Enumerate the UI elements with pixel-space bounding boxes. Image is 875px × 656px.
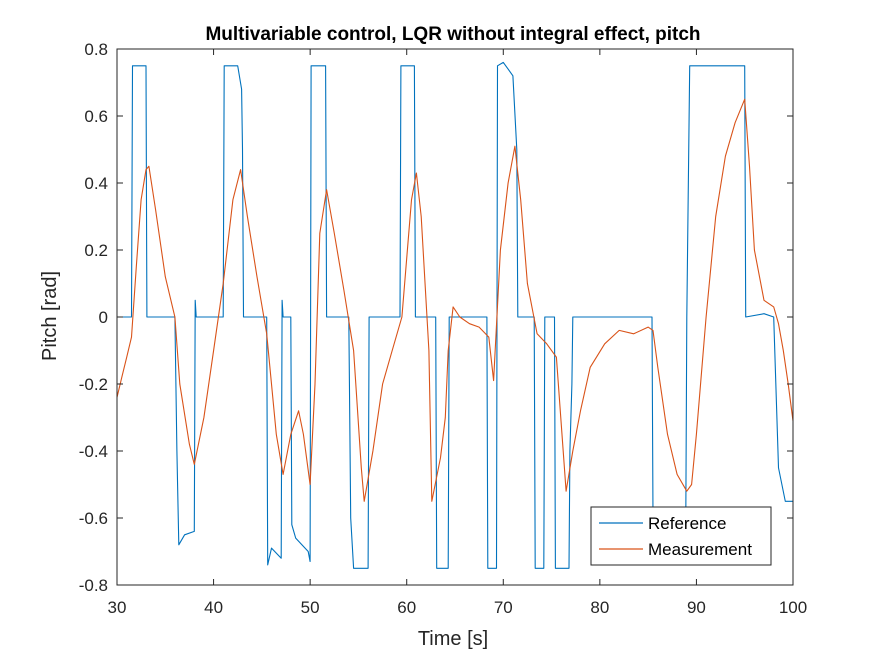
- y-tick-label: 0.2: [84, 241, 108, 260]
- y-tick-label: -0.4: [79, 442, 108, 461]
- series-line-measurement: [116, 98, 794, 502]
- legend-label-measurement: Measurement: [648, 540, 752, 559]
- x-tick-label: 100: [779, 598, 807, 617]
- y-tick-label: 0.8: [84, 40, 108, 59]
- x-tick-label: 30: [108, 598, 127, 617]
- y-tick-label: -0.2: [79, 375, 108, 394]
- legend: Reference Measurement: [590, 506, 772, 566]
- y-tick-label: 0.4: [84, 174, 108, 193]
- y-tick-label: -0.6: [79, 509, 108, 528]
- axes-layer: 30 40 50 60 70 80 90 100 -0.8 -0.6 -0.4 -0.2 0 0.2 0.4…: [79, 40, 807, 617]
- x-tick-label: 70: [494, 598, 513, 617]
- y-tick-label: 0.6: [84, 107, 108, 126]
- legend-label-reference: Reference: [648, 514, 726, 533]
- x-tick-label: 50: [301, 598, 320, 617]
- y-tick-label: 0: [99, 308, 108, 327]
- y-axis-label: Pitch [rad]: [39, 271, 61, 361]
- x-tick-label: 60: [397, 598, 416, 617]
- chart-title: Multivariable control, LQR without integ…: [205, 24, 700, 45]
- legend-box: [590, 506, 772, 566]
- x-axis-label: Time [s]: [418, 628, 488, 650]
- series-layer: [116, 61, 794, 569]
- x-tick-label: 80: [590, 598, 609, 617]
- series-line-reference: [117, 61, 793, 569]
- x-tick-label: 40: [204, 598, 223, 617]
- x-tick-label: 90: [687, 598, 706, 617]
- y-tick-label: -0.8: [79, 576, 108, 595]
